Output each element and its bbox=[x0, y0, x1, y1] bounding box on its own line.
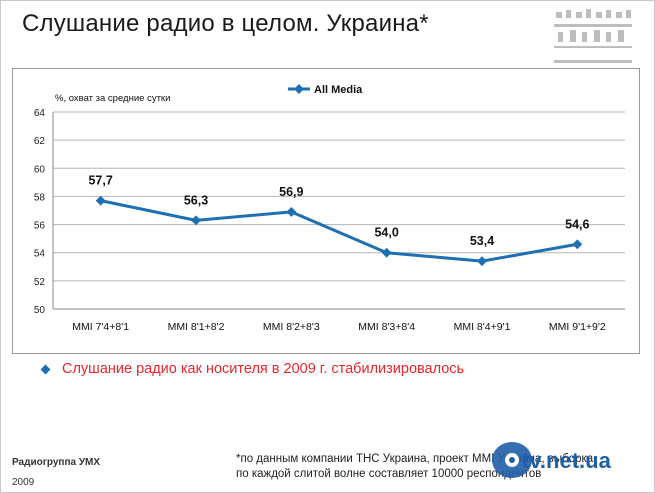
legend-label: All Media bbox=[314, 84, 363, 96]
watermark-eye-icon bbox=[492, 442, 532, 478]
line-chart: 50 52 54 56 58 60 62 64 MMI 7'4+8'1 MMI 8'1+8'2 MM… bbox=[34, 84, 625, 333]
data-point bbox=[191, 215, 201, 226]
year-label: 2009 bbox=[12, 477, 35, 488]
x-tick-label: MMI 8'3+8'4 bbox=[358, 321, 415, 333]
x-tick-label: MMI 9'1+9'2 bbox=[549, 321, 606, 333]
data-point bbox=[95, 195, 106, 206]
y-axis-label: %, охват за средние сутки bbox=[55, 93, 170, 104]
company-logo bbox=[554, 9, 632, 63]
watermark: tv.net.ua bbox=[482, 438, 642, 488]
data-point bbox=[477, 256, 487, 267]
data-label: 56,3 bbox=[184, 193, 208, 207]
company-name: Радиогруппа УМХ bbox=[12, 457, 101, 468]
x-tick-label: MMI 8'1+8'2 bbox=[168, 321, 225, 333]
watermark-text: tv.net.ua bbox=[522, 448, 611, 473]
y-tick-label: 62 bbox=[34, 136, 46, 147]
data-point bbox=[381, 247, 392, 258]
data-label: 56,9 bbox=[279, 185, 303, 199]
legend-marker-icon bbox=[294, 84, 304, 94]
y-tick-label: 64 bbox=[34, 108, 46, 119]
footnote-line-2: по каждой слитой волне составляет 10000 … bbox=[236, 468, 542, 480]
data-point bbox=[286, 206, 297, 217]
series-line bbox=[100, 199, 578, 263]
data-label: 57,7 bbox=[88, 174, 112, 188]
chart-panel: 50 52 54 56 58 60 62 64 MMI 7'4+8'1 MMI 8'1+8'2 MM… bbox=[12, 68, 640, 354]
data-label: 54,0 bbox=[374, 226, 398, 240]
data-point bbox=[572, 239, 583, 250]
slide-title: Слушание радио в целом. Украина* bbox=[22, 10, 429, 37]
y-tick-label: 58 bbox=[34, 192, 46, 203]
y-tick-label: 60 bbox=[34, 164, 46, 175]
x-tick-label: MMI 8'2+8'3 bbox=[263, 321, 320, 333]
bullet-text: Слушание радио как носителя в 2009 г. ст… bbox=[62, 361, 465, 377]
y-tick-label: 56 bbox=[34, 221, 46, 232]
y-tick-label: 52 bbox=[34, 277, 46, 288]
x-tick-label: MMI 7'4+8'1 bbox=[72, 321, 129, 333]
y-tick-label: 54 bbox=[34, 249, 46, 260]
y-tick-label: 50 bbox=[34, 305, 46, 316]
data-label: 53,4 bbox=[470, 234, 494, 248]
x-tick-label: MMI 8'4+9'1 bbox=[454, 321, 511, 333]
data-label: 54,6 bbox=[565, 217, 589, 231]
